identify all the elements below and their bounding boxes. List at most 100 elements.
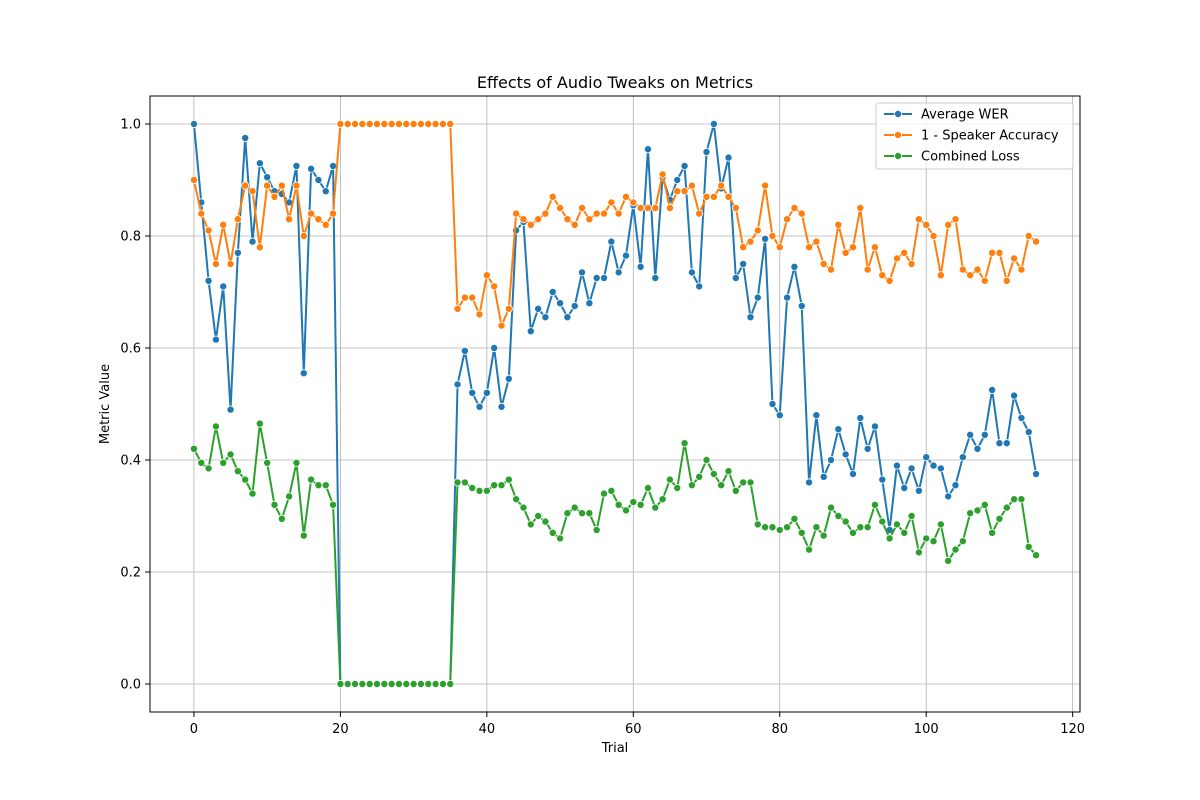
data-point-1-speaker-accuracy — [841, 248, 850, 257]
data-point-1-speaker-accuracy — [900, 248, 909, 257]
data-point-combined-loss — [636, 500, 645, 509]
data-point-average-wer — [307, 164, 316, 173]
data-point-1-speaker-accuracy — [621, 192, 630, 201]
data-point-combined-loss — [482, 486, 491, 495]
data-point-1-speaker-accuracy — [541, 209, 550, 218]
data-point-average-wer — [1032, 469, 1041, 478]
data-point-average-wer — [241, 133, 250, 142]
y-tick-label: 0.4 — [120, 454, 141, 469]
data-point-combined-loss — [1032, 551, 1041, 560]
y-tick-label: 0.6 — [120, 342, 141, 357]
data-point-combined-loss — [680, 439, 689, 448]
data-point-combined-loss — [995, 514, 1004, 523]
data-point-combined-loss — [629, 497, 638, 506]
data-point-1-speaker-accuracy — [351, 120, 360, 129]
data-point-1-speaker-accuracy — [1010, 254, 1019, 263]
data-point-combined-loss — [299, 531, 308, 540]
data-point-1-speaker-accuracy — [658, 170, 667, 179]
plot-frame — [149, 95, 1081, 713]
data-point-combined-loss — [585, 509, 594, 518]
data-point-average-wer — [731, 273, 740, 282]
data-point-1-speaker-accuracy — [607, 198, 616, 207]
data-point-1-speaker-accuracy — [519, 215, 528, 224]
data-point-average-wer — [805, 478, 814, 487]
data-point-1-speaker-accuracy — [211, 259, 220, 268]
legend-marker-swatch — [894, 130, 903, 139]
data-point-combined-loss — [841, 517, 850, 526]
data-point-combined-loss — [563, 509, 572, 518]
data-point-1-speaker-accuracy — [914, 215, 923, 224]
data-point-average-wer — [951, 481, 960, 490]
data-point-1-speaker-accuracy — [1002, 276, 1011, 285]
data-point-1-speaker-accuracy — [556, 203, 565, 212]
data-point-combined-loss — [219, 458, 228, 467]
x-tick-label: 120 — [1060, 722, 1085, 737]
data-point-1-speaker-accuracy — [892, 254, 901, 263]
data-point-average-wer — [680, 161, 689, 170]
y-tick-label: 0.0 — [120, 678, 141, 693]
data-point-average-wer — [995, 439, 1004, 448]
data-point-average-wer — [739, 259, 748, 268]
data-point-combined-loss — [709, 469, 718, 478]
data-point-average-wer — [504, 374, 513, 383]
data-point-average-wer — [475, 402, 484, 411]
data-point-combined-loss — [687, 481, 696, 490]
data-point-1-speaker-accuracy — [409, 120, 418, 129]
data-point-average-wer — [753, 293, 762, 302]
data-point-average-wer — [460, 346, 469, 355]
data-point-1-speaker-accuracy — [695, 209, 704, 218]
data-point-1-speaker-accuracy — [358, 120, 367, 129]
legend-item-1-speaker-accuracy: 1 - Speaker Accuracy — [884, 129, 1059, 144]
data-point-average-wer — [870, 422, 879, 431]
data-point-1-speaker-accuracy — [563, 215, 572, 224]
data-point-combined-loss — [958, 537, 967, 546]
data-point-combined-loss — [944, 556, 953, 565]
data-point-1-speaker-accuracy — [431, 120, 440, 129]
data-point-1-speaker-accuracy — [995, 248, 1004, 257]
data-point-1-speaker-accuracy — [702, 192, 711, 201]
data-point-average-wer — [988, 385, 997, 394]
data-point-average-wer — [570, 301, 579, 310]
data-point-combined-loss — [504, 475, 513, 484]
data-point-1-speaker-accuracy — [673, 187, 682, 196]
legend-marker-swatch — [894, 110, 903, 119]
data-point-average-wer — [797, 301, 806, 310]
data-point-1-speaker-accuracy — [907, 259, 916, 268]
data-point-1-speaker-accuracy — [424, 120, 433, 129]
data-point-combined-loss — [475, 486, 484, 495]
data-point-combined-loss — [1017, 495, 1026, 504]
data-point-1-speaker-accuracy — [724, 192, 733, 201]
data-point-combined-loss — [468, 483, 477, 492]
series-line-average-wer — [192, 123, 1038, 685]
data-point-average-wer — [585, 299, 594, 308]
data-point-average-wer — [973, 444, 982, 453]
series-1-speaker-accuracy — [189, 120, 1041, 330]
data-point-1-speaker-accuracy — [819, 259, 828, 268]
data-point-1-speaker-accuracy — [578, 203, 587, 212]
data-point-1-speaker-accuracy — [365, 120, 374, 129]
data-point-combined-loss — [512, 495, 521, 504]
data-point-combined-loss — [570, 503, 579, 512]
data-point-1-speaker-accuracy — [475, 310, 484, 319]
data-point-average-wer — [848, 469, 857, 478]
data-point-combined-loss — [775, 526, 784, 535]
data-point-combined-loss — [204, 464, 213, 473]
data-point-combined-loss — [307, 475, 316, 484]
data-point-average-wer — [966, 430, 975, 439]
data-point-combined-loss — [790, 514, 799, 523]
data-point-combined-loss — [783, 523, 792, 532]
data-point-combined-loss — [248, 489, 257, 498]
data-point-average-wer — [578, 268, 587, 277]
data-point-1-speaker-accuracy — [438, 120, 447, 129]
data-point-1-speaker-accuracy — [277, 181, 286, 190]
data-point-combined-loss — [460, 478, 469, 487]
data-point-1-speaker-accuracy — [402, 120, 411, 129]
data-point-combined-loss — [907, 512, 916, 521]
data-point-average-wer — [263, 173, 272, 182]
data-point-average-wer — [556, 299, 565, 308]
data-point-combined-loss — [797, 528, 806, 537]
data-point-1-speaker-accuracy — [548, 192, 557, 201]
data-point-combined-loss — [819, 531, 828, 540]
data-point-1-speaker-accuracy — [534, 215, 543, 224]
data-point-average-wer — [204, 276, 213, 285]
